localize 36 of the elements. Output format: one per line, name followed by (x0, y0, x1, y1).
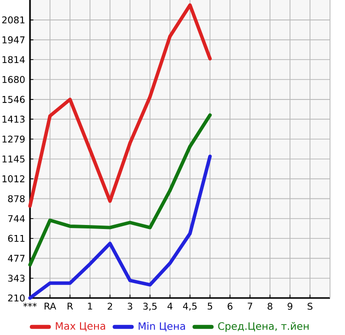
y-tick-label: 343 (8, 274, 25, 282)
y-tick-label: 2081 (2, 16, 24, 24)
y-tick-label: 1145 (2, 156, 24, 162)
y-tick-label: 878 (8, 195, 25, 202)
line-series (28, 113, 212, 267)
y-tick-label: 1680 (2, 76, 25, 84)
y-tick-label: 1413 (2, 116, 25, 123)
x-tick-label: 2 (108, 302, 112, 310)
x-tick-label: 4 (167, 302, 172, 310)
x-tick-label: 6 (228, 302, 232, 310)
x-tick-label: 3 (128, 302, 132, 310)
x-tick-label: RA (44, 302, 56, 310)
legend-label: Max Цена (56, 322, 106, 332)
y-tick-label: 210 (8, 294, 25, 302)
x-tick-label: 9 (288, 302, 292, 310)
x-tick-label: 8 (268, 302, 272, 310)
y-tick-label: 611 (8, 234, 24, 242)
y-tick-label: 1814 (2, 56, 25, 64)
x-tick-label: 5 (208, 302, 212, 310)
x-tick-label: 1 (88, 302, 92, 310)
y-tick-label: 1279 (2, 136, 25, 143)
x-tick-label: *** (23, 302, 37, 307)
y-tick-label: 477 (8, 254, 24, 262)
line-series (28, 3, 212, 208)
line-series (28, 154, 212, 300)
x-tick-label: 7 (248, 302, 252, 310)
x-tick-label: R (68, 302, 73, 310)
x-tick-label: 4,5 (183, 302, 197, 311)
y-tick-label: 744 (8, 215, 25, 222)
x-tick-label: S (308, 302, 312, 310)
legend-label: Сред.Цена, т.йен (218, 322, 309, 332)
y-tick-label: 1546 (2, 96, 25, 103)
y-tick-label: 1012 (2, 175, 24, 182)
legend-label: Min Цена (138, 322, 185, 332)
y-tick-label: 1947 (2, 36, 24, 44)
x-tick-label: 3,5 (143, 302, 157, 311)
